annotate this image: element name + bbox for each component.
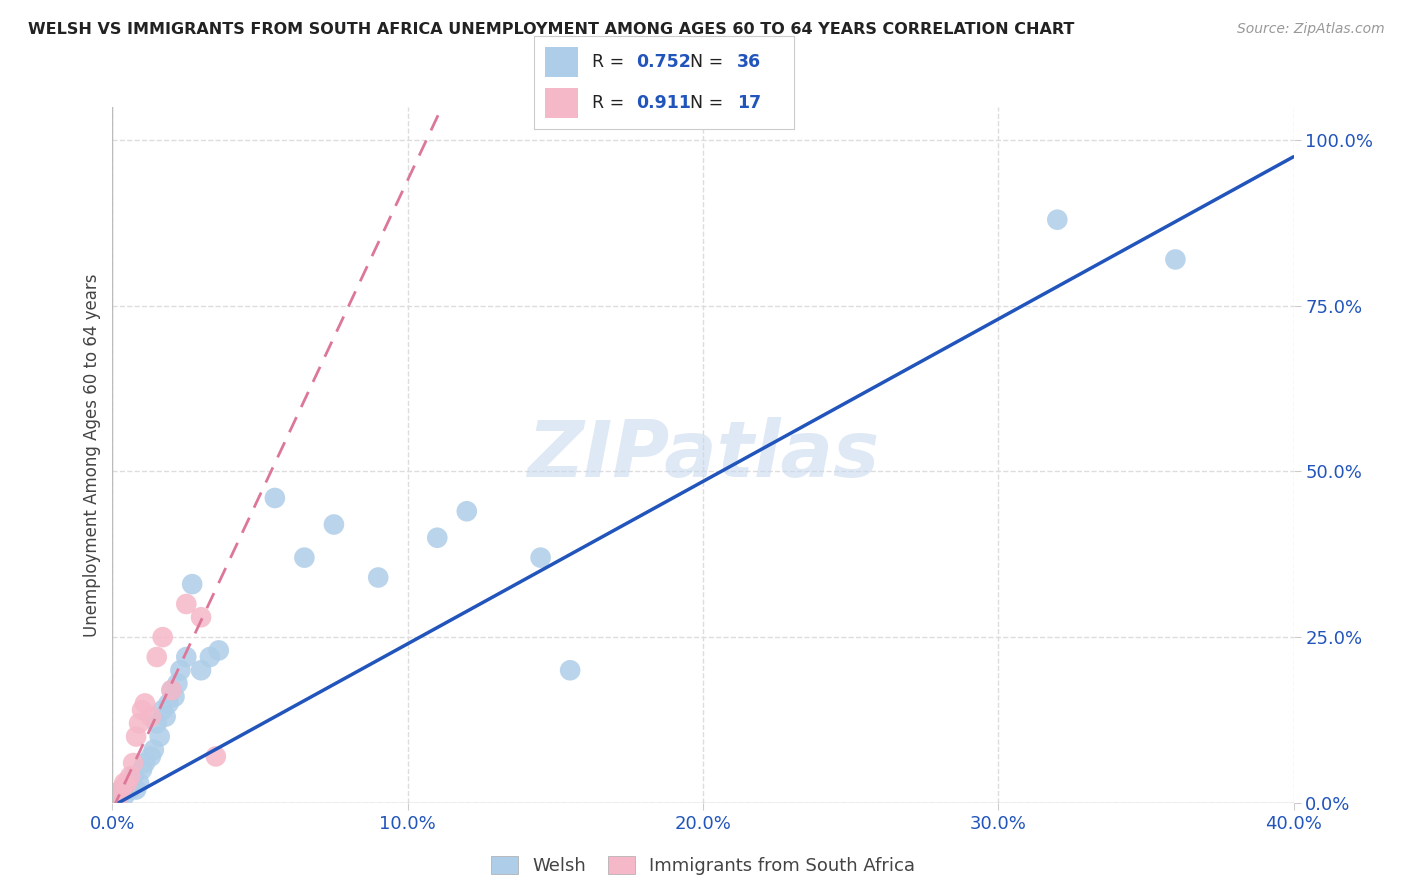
- Point: [367, 570, 389, 584]
- Point: [110, 782, 132, 797]
- FancyBboxPatch shape: [544, 47, 578, 77]
- Point: [142, 743, 165, 757]
- Text: WELSH VS IMMIGRANTS FROM SOUTH AFRICA UNEMPLOYMENT AMONG AGES 60 TO 64 YEARS COR: WELSH VS IMMIGRANTS FROM SOUTH AFRICA UN…: [28, 22, 1074, 37]
- Text: R =: R =: [592, 95, 630, 112]
- Point: [157, 697, 180, 711]
- Point: [181, 577, 204, 591]
- Point: [1046, 212, 1069, 227]
- Point: [160, 683, 183, 698]
- Point: [292, 550, 315, 565]
- Point: [117, 776, 138, 790]
- Text: Source: ZipAtlas.com: Source: ZipAtlas.com: [1237, 22, 1385, 37]
- Point: [190, 610, 212, 624]
- Point: [208, 643, 231, 657]
- Point: [112, 776, 135, 790]
- Text: ZIPatlas: ZIPatlas: [527, 417, 879, 493]
- Point: [426, 531, 449, 545]
- Point: [146, 650, 169, 665]
- Point: [128, 716, 150, 731]
- Point: [134, 756, 156, 770]
- Point: [529, 550, 551, 565]
- Point: [122, 769, 145, 783]
- Point: [264, 491, 287, 505]
- Point: [120, 782, 142, 797]
- Point: [131, 763, 153, 777]
- Point: [107, 789, 129, 804]
- Point: [117, 776, 138, 790]
- Point: [131, 703, 153, 717]
- Point: [169, 663, 191, 677]
- Point: [122, 756, 145, 770]
- Text: N =: N =: [690, 53, 730, 70]
- Text: 17: 17: [737, 95, 761, 112]
- Point: [456, 504, 478, 518]
- Point: [323, 517, 346, 532]
- Point: [139, 749, 162, 764]
- Text: 0.752: 0.752: [636, 53, 690, 70]
- Point: [112, 789, 135, 804]
- Point: [107, 789, 129, 804]
- Text: 36: 36: [737, 53, 761, 70]
- Point: [190, 663, 212, 677]
- Point: [139, 709, 162, 723]
- Point: [1164, 252, 1187, 267]
- Point: [152, 630, 174, 644]
- Point: [558, 663, 582, 677]
- Point: [149, 730, 172, 744]
- Point: [155, 709, 177, 723]
- Text: R =: R =: [592, 53, 630, 70]
- Point: [198, 650, 221, 665]
- Point: [205, 749, 228, 764]
- Point: [160, 683, 183, 698]
- Point: [110, 782, 132, 797]
- Point: [125, 730, 148, 744]
- Point: [174, 597, 197, 611]
- Y-axis label: Unemployment Among Ages 60 to 64 years: Unemployment Among Ages 60 to 64 years: [83, 273, 101, 637]
- Text: N =: N =: [690, 95, 730, 112]
- Legend: Welsh, Immigrants from South Africa: Welsh, Immigrants from South Africa: [482, 847, 924, 884]
- FancyBboxPatch shape: [544, 88, 578, 118]
- Point: [163, 690, 186, 704]
- Point: [146, 716, 169, 731]
- Point: [128, 776, 150, 790]
- Point: [152, 703, 174, 717]
- Point: [134, 697, 156, 711]
- Point: [120, 769, 142, 783]
- Point: [125, 782, 148, 797]
- Point: [174, 650, 197, 665]
- Point: [166, 676, 188, 690]
- Text: 0.911: 0.911: [636, 95, 690, 112]
